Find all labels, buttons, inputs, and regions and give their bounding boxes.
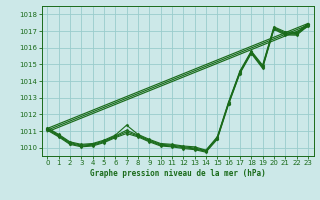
X-axis label: Graphe pression niveau de la mer (hPa): Graphe pression niveau de la mer (hPa): [90, 169, 266, 178]
